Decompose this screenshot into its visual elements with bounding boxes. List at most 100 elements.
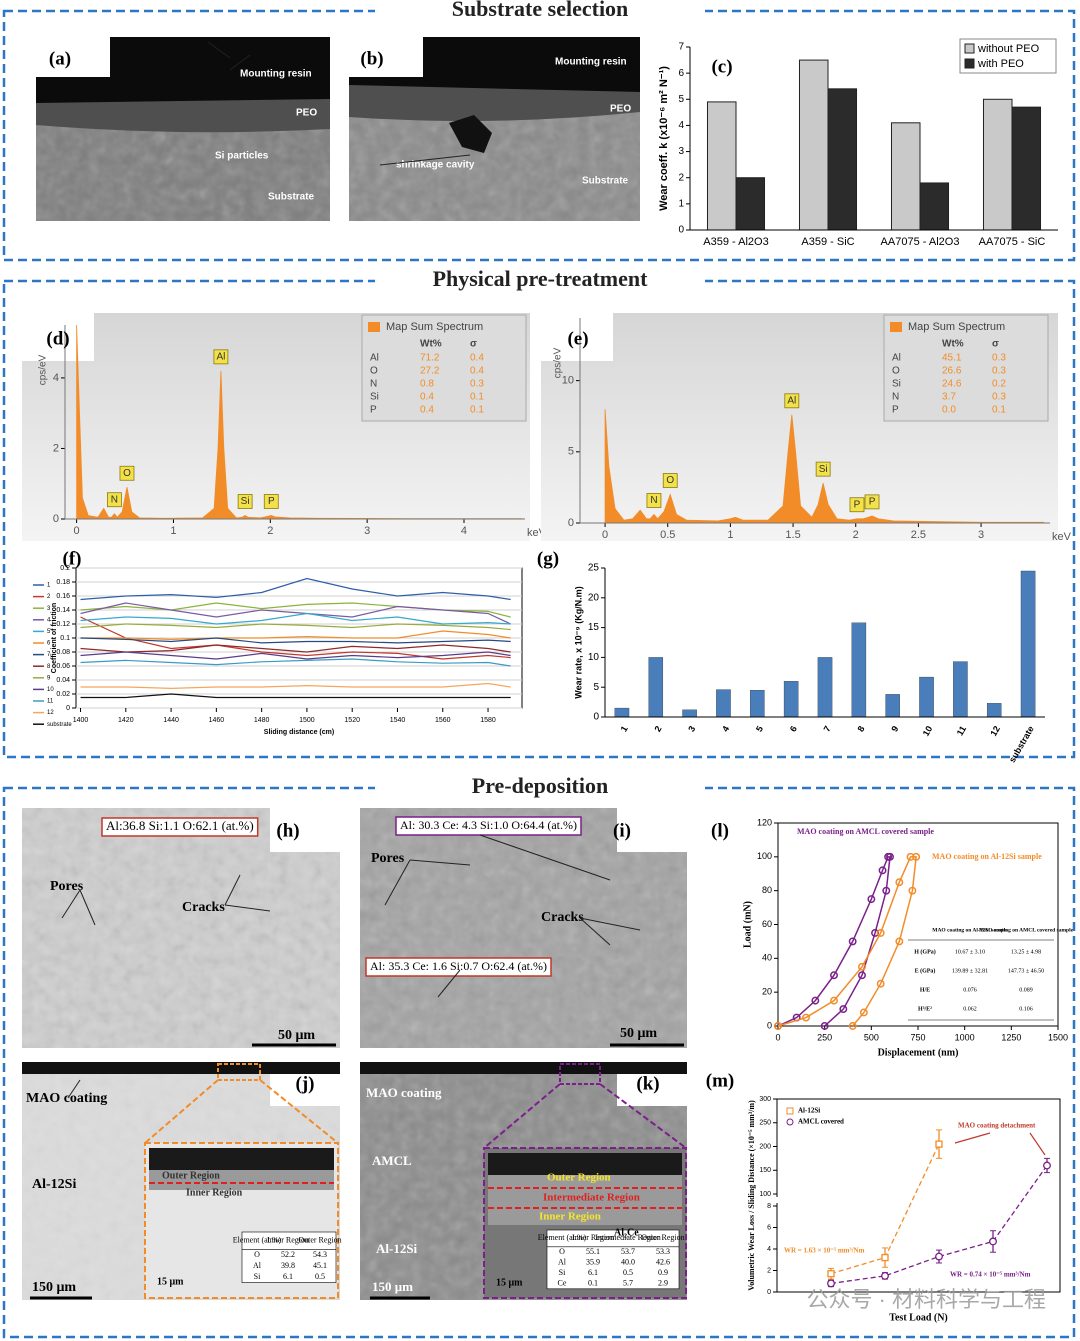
legend-box: [959, 38, 1057, 74]
series-line: [80, 602, 511, 625]
x-axis-label: Displacement (nm): [878, 1047, 959, 1058]
y-tick-label: 6: [678, 68, 684, 79]
table-cell: 13.25 ± 4.98: [1011, 949, 1041, 955]
y-tick-label: 0.06: [56, 663, 70, 670]
annotation: 150 μm: [32, 1280, 76, 1295]
y-tick-label: 0.18: [56, 579, 70, 586]
peak-label: P: [268, 496, 275, 507]
series-line: [777, 856, 917, 1027]
bar: [982, 98, 1013, 231]
pointer: [384, 859, 411, 906]
series-line: [80, 658, 511, 667]
pointer: [224, 874, 241, 906]
bar: [953, 661, 968, 718]
series-line: [80, 577, 511, 601]
table-header: Element (at.%): [538, 1233, 587, 1242]
pointer: [67, 1079, 81, 1099]
y-tick-label: 20: [588, 592, 600, 603]
table-cell: 39.8: [281, 1261, 295, 1270]
legend-label: 5: [47, 629, 51, 635]
x-tick-label: 2: [652, 724, 663, 733]
axis-break: [772, 1197, 784, 1203]
table-header: Outer Region: [641, 1233, 684, 1242]
table-header: Element (at.%): [233, 1236, 282, 1245]
bar: [706, 101, 737, 231]
y-tick-label: 2: [767, 1267, 771, 1274]
annotation: 15 μm: [157, 1276, 184, 1287]
y-tick-label: 80: [762, 885, 772, 895]
panel-label: (g): [537, 548, 559, 569]
peak-label: N: [111, 494, 118, 505]
legend-cell: 0.4: [470, 366, 484, 377]
table-cell: Al: [253, 1261, 262, 1270]
x-tick-label: 0: [74, 525, 80, 537]
annotation: Al: 30.3 Ce: 4.3 Si:1.0 O:64.4 (at.%): [400, 818, 577, 832]
peak-label: Si: [241, 496, 250, 507]
legend-cell: 0.4: [420, 392, 434, 403]
y-tick-label: 20: [762, 987, 772, 997]
table-cell: 0.9: [658, 1268, 668, 1277]
panel-label: (j): [296, 1073, 315, 1094]
x-tick-label: 4: [461, 525, 467, 537]
table-cell: H/E: [920, 987, 930, 993]
legend-cell: 0.2: [992, 379, 1006, 390]
legend-cell: 0.1: [470, 405, 484, 416]
x-tick-label: 4: [720, 724, 731, 733]
annotation-box: [395, 816, 582, 836]
x-tick-label: 3: [978, 529, 984, 541]
bar: [890, 122, 921, 231]
annotation: Substrate: [268, 192, 315, 203]
legend-column: σ: [992, 339, 999, 350]
x-tick-label: 2.5: [911, 529, 926, 541]
legend-label: with PEO: [977, 58, 1024, 70]
zoom-box: [217, 1063, 261, 1081]
annotation: WR = 1.63 × 10⁻⁵ mm³/Nm: [784, 1247, 865, 1255]
annotation: Outer Region: [547, 1172, 611, 1184]
legend-label: 2: [47, 594, 51, 600]
pointer: [79, 889, 96, 926]
series-line: [80, 612, 511, 625]
y-tick-label: 0.02: [56, 691, 70, 698]
legend-label: without PEO: [977, 43, 1040, 55]
legend-column: Wt%: [942, 339, 964, 350]
y-tick-label: 100: [759, 1191, 771, 1198]
table-header: MAO coating on AMCL covered sample: [979, 927, 1074, 933]
marker: [830, 971, 838, 980]
legend-cell: N: [892, 392, 899, 403]
bar: [614, 707, 630, 718]
table-cell: 0.062: [963, 1006, 977, 1012]
spectrum: [76, 324, 523, 520]
pointer: [579, 917, 641, 931]
marker: [858, 962, 866, 971]
legend-label: Al-12Si: [798, 1107, 820, 1115]
legend-cell: 0.3: [470, 379, 484, 390]
panel-label: (d): [46, 328, 69, 349]
annotation: 15 μm: [496, 1277, 523, 1288]
annotation-box: [365, 957, 552, 977]
coating-band: [22, 1062, 340, 1074]
annotation: Outer Region: [162, 1170, 220, 1181]
x-tick-label: 10: [921, 724, 935, 738]
legend-box: [883, 314, 1049, 422]
table-cell: 42.6: [656, 1257, 670, 1266]
x-tick-label: 12: [988, 724, 1002, 738]
x-tick-label: 1460: [209, 717, 225, 724]
table-cell: 0.089: [1019, 987, 1033, 993]
label-patch: [22, 313, 94, 361]
pointer: [409, 859, 471, 866]
y-tick-label: 0: [568, 517, 574, 529]
marker: [989, 1237, 997, 1246]
x-tick-label: 1440: [163, 717, 179, 724]
table-cell: 0.1: [588, 1278, 598, 1287]
marker: [906, 852, 915, 861]
annotation-box: [101, 817, 259, 837]
y-tick-label: 200: [759, 1143, 771, 1150]
x-axis-label: keV: [1052, 531, 1072, 543]
table-header: Intermediate Region: [595, 1233, 661, 1242]
info-bar: [349, 221, 640, 245]
x-tick-label: 1: [619, 724, 630, 733]
legend-title: Map Sum Spectrum: [908, 321, 1005, 333]
y-tick-label: 0.12: [56, 621, 70, 628]
series-line: [80, 616, 511, 660]
